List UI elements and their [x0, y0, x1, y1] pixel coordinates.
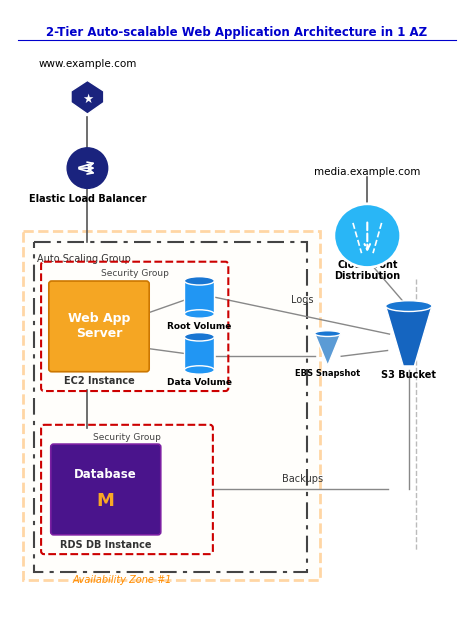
Text: Data Volume: Data Volume: [167, 378, 232, 386]
Text: CloudFront
Distribution: CloudFront Distribution: [334, 260, 401, 281]
Text: Security Group: Security Group: [93, 433, 161, 441]
Text: media.example.com: media.example.com: [314, 167, 420, 177]
Ellipse shape: [184, 366, 214, 374]
Text: Backups: Backups: [282, 473, 323, 484]
Text: Database: Database: [74, 468, 137, 481]
Ellipse shape: [184, 332, 214, 341]
FancyBboxPatch shape: [184, 281, 214, 314]
Polygon shape: [71, 80, 104, 114]
Ellipse shape: [184, 310, 214, 318]
Polygon shape: [386, 306, 432, 366]
Polygon shape: [315, 334, 341, 365]
Text: RDS DB Instance: RDS DB Instance: [60, 540, 152, 549]
Text: EC2 Instance: EC2 Instance: [64, 376, 134, 386]
Text: Availability Zone #1: Availability Zone #1: [73, 575, 172, 585]
Ellipse shape: [184, 277, 214, 285]
FancyBboxPatch shape: [49, 281, 149, 372]
Text: Auto Scaling Group: Auto Scaling Group: [36, 254, 130, 264]
Ellipse shape: [315, 331, 341, 336]
Text: S3 Bucket: S3 Bucket: [381, 370, 436, 380]
Text: ★: ★: [82, 93, 93, 106]
Circle shape: [67, 148, 108, 188]
Ellipse shape: [334, 204, 401, 268]
Text: Web App
Server: Web App Server: [68, 312, 130, 341]
Text: Security Group: Security Group: [101, 269, 169, 279]
Text: Root Volume: Root Volume: [167, 321, 232, 331]
Text: 2-Tier Auto-scalable Web Application Architecture in 1 AZ: 2-Tier Auto-scalable Web Application Arc…: [46, 26, 428, 39]
Text: www.example.com: www.example.com: [38, 59, 137, 69]
FancyBboxPatch shape: [51, 444, 161, 535]
FancyBboxPatch shape: [184, 337, 214, 370]
Text: Logs: Logs: [292, 295, 314, 305]
Ellipse shape: [386, 301, 432, 311]
Text: Elastic Load Balancer: Elastic Load Balancer: [28, 194, 146, 204]
FancyBboxPatch shape: [23, 231, 320, 580]
Text: EBS Snapshot: EBS Snapshot: [295, 369, 360, 378]
Text: M: M: [97, 492, 115, 510]
